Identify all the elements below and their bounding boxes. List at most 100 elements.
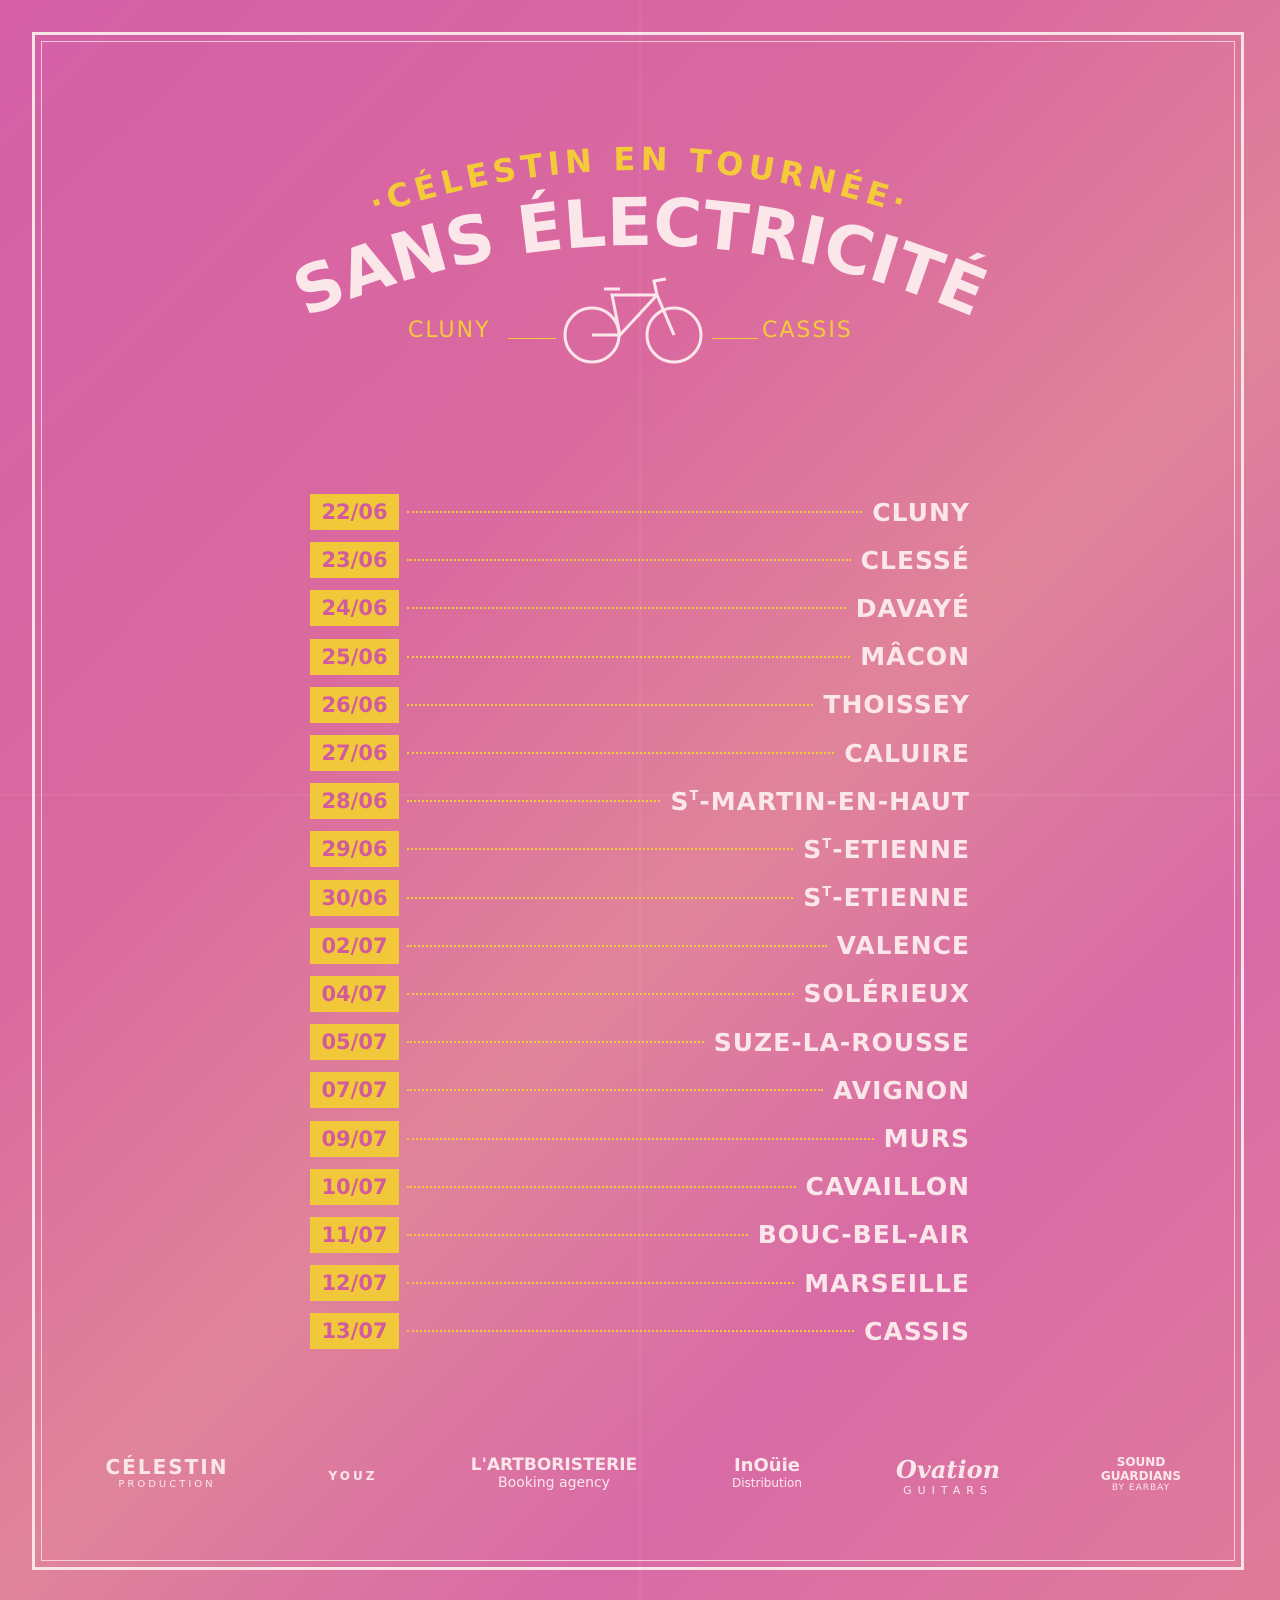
- tour-date: 05/07: [310, 1024, 399, 1061]
- schedule-row: 30/06 ST-ETIENNE: [310, 874, 970, 922]
- city-prefix: S: [670, 786, 690, 816]
- tour-date: 23/06: [310, 542, 399, 579]
- city-name: -ETIENNE: [832, 883, 970, 913]
- dotted-leader: [407, 1089, 824, 1092]
- dotted-leader: [407, 1137, 874, 1140]
- tour-date: 27/06: [310, 735, 399, 772]
- schedule-row: 10/07 CAVAILLON: [310, 1163, 970, 1211]
- tour-city: VALENCE: [836, 931, 970, 961]
- schedule-row: 11/07 BOUC-BEL-AIR: [310, 1211, 970, 1259]
- dotted-leader: [407, 752, 835, 755]
- tour-date: 26/06: [310, 686, 399, 723]
- tour-date: 10/07: [310, 1168, 399, 1205]
- poster-header: ·CÉLESTIN EN TOURNÉE· SANS ÉLECTRICITÉ C…: [0, 130, 1280, 390]
- tour-schedule: 22/06 CLUNY 23/06 CLESSÉ 24/06 DAVAYÉ 25/06 MÂC…: [310, 488, 970, 1355]
- tour-city: CLUNY: [872, 497, 970, 527]
- city-name: -MARTIN-EN-HAUT: [699, 786, 970, 816]
- tour-city: MÂCON: [860, 642, 970, 672]
- route-end: CASSIS: [762, 318, 853, 343]
- paper-fold-vertical: [639, 0, 641, 1600]
- dotted-leader: [407, 992, 794, 995]
- dotted-leader: [407, 559, 851, 562]
- tour-date: 22/06: [310, 494, 399, 531]
- dotted-leader: [407, 800, 661, 803]
- schedule-row: 26/06 THOISSEY: [310, 681, 970, 729]
- city-prefix: S: [803, 834, 823, 864]
- tour-date: 11/07: [310, 1216, 399, 1253]
- tour-date: 13/07: [310, 1313, 399, 1350]
- schedule-row: 12/07 MARSEILLE: [310, 1259, 970, 1307]
- tour-city: CLESSÉ: [860, 545, 970, 575]
- city-name: -ETIENNE: [832, 834, 970, 864]
- tour-date: 29/06: [310, 831, 399, 868]
- tour-city: CAVAILLON: [805, 1172, 970, 1202]
- sponsor-sound-guardians-logo: SOUND GUARDIANS BY EARBAY: [1100, 1455, 1182, 1493]
- dotted-leader: [407, 1282, 795, 1285]
- city-superscript: T: [822, 885, 833, 901]
- bicycle-icon: [563, 277, 703, 364]
- tour-city: MURS: [883, 1124, 970, 1154]
- city-superscript: T: [822, 836, 833, 852]
- schedule-row: 24/06 DAVAYÉ: [310, 584, 970, 632]
- tour-city: CASSIS: [864, 1316, 970, 1346]
- dotted-leader: [407, 511, 863, 514]
- city-prefix: S: [803, 883, 823, 913]
- tour-city: MARSEILLE: [804, 1268, 970, 1298]
- route-line-left: [508, 338, 556, 339]
- header-arcs: ·CÉLESTIN EN TOURNÉE· SANS ÉLECTRICITÉ: [283, 140, 998, 364]
- dotted-leader: [407, 1185, 796, 1188]
- paper-fold-horizontal: [0, 794, 1280, 796]
- poster-frame: [32, 32, 1244, 1570]
- schedule-row: 23/06 CLESSÉ: [310, 536, 970, 584]
- tour-city: CALUIRE: [844, 738, 970, 768]
- dotted-leader: [407, 1233, 748, 1236]
- tour-date: 07/07: [310, 1072, 399, 1109]
- tour-date: 02/07: [310, 927, 399, 964]
- tour-city: DAVAYÉ: [855, 593, 970, 623]
- schedule-row: 07/07 AVIGNON: [310, 1066, 970, 1114]
- schedule-row: 29/06 ST-ETIENNE: [310, 825, 970, 873]
- dotted-leader: [407, 848, 794, 851]
- tour-date: 04/07: [310, 975, 399, 1012]
- schedule-row: 04/07 SOLÉRIEUX: [310, 970, 970, 1018]
- tour-date: 09/07: [310, 1120, 399, 1157]
- sponsor-inouie-logo: InOüie Distribution: [731, 1455, 802, 1490]
- sponsor-logos: CÉLESTIN PRODUCTION YOUZ L'ARTBORISTERIE…: [0, 1455, 1280, 1525]
- route-start: CLUNY: [408, 318, 491, 343]
- route-line-right: [712, 338, 758, 339]
- schedule-row: 02/07 VALENCE: [310, 922, 970, 970]
- tour-date: 30/06: [310, 879, 399, 916]
- dotted-leader: [407, 1041, 704, 1044]
- tour-city: AVIGNON: [833, 1075, 970, 1105]
- tour-date: 12/07: [310, 1265, 399, 1302]
- dotted-leader: [407, 703, 814, 706]
- tour-city: SOLÉRIEUX: [803, 979, 970, 1009]
- sponsor-celestin-logo: CÉLESTIN PRODUCTION: [105, 1455, 229, 1490]
- dotted-leader: [407, 896, 794, 899]
- schedule-row: 22/06 CLUNY: [310, 488, 970, 536]
- city-superscript: T: [689, 788, 700, 804]
- schedule-row: 28/06 ST-MARTIN-EN-HAUT: [310, 777, 970, 825]
- tour-city: ST-ETIENNE: [803, 835, 970, 864]
- sponsor-ovation-logo: Ovation GUITARS: [895, 1455, 1001, 1497]
- dotted-leader: [407, 1330, 855, 1333]
- schedule-row: 25/06 MÂCON: [310, 633, 970, 681]
- tour-city: SUZE-LA-ROUSSE: [713, 1027, 970, 1057]
- tour-date: 25/06: [310, 638, 399, 675]
- tour-date: 28/06: [310, 783, 399, 820]
- tour-city: THOISSEY: [823, 690, 970, 720]
- dotted-leader: [407, 607, 846, 610]
- schedule-row: 09/07 MURS: [310, 1114, 970, 1162]
- tour-city: ST-ETIENNE: [803, 883, 970, 912]
- dotted-leader: [407, 655, 851, 658]
- tour-city: BOUC-BEL-AIR: [757, 1220, 970, 1250]
- schedule-row: 13/07 CASSIS: [310, 1307, 970, 1355]
- sponsor-youz-logo: YOUZ: [328, 1469, 378, 1483]
- schedule-row: 27/06 CALUIRE: [310, 729, 970, 777]
- tour-city: ST-MARTIN-EN-HAUT: [670, 787, 970, 816]
- dotted-leader: [407, 944, 827, 947]
- schedule-row: 05/07 SUZE-LA-ROUSSE: [310, 1018, 970, 1066]
- tour-date: 24/06: [310, 590, 399, 627]
- sponsor-artboristerie-logo: L'ARTBORISTERIE Booking agency: [470, 1455, 638, 1491]
- poster-frame-inner: [41, 41, 1235, 1561]
